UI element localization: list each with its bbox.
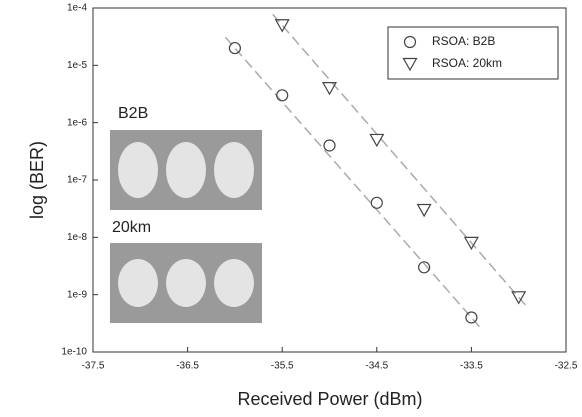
legend-label: RSOA: B2B xyxy=(432,34,495,48)
fit-line xyxy=(225,37,480,328)
x-tick-label: -36.5 xyxy=(176,361,199,372)
x-tick-label: -32.5 xyxy=(555,361,578,372)
y-tick-label: 1e-4 xyxy=(67,3,87,14)
eye-diagram xyxy=(110,243,262,323)
eye-diagram xyxy=(110,130,262,210)
y-tick-label: 1e-7 xyxy=(67,175,87,186)
y-tick-label: 1e-9 xyxy=(67,289,87,300)
chart: B2B 20km Received Power (dBm) log (BER) … xyxy=(0,0,582,417)
x-axis-label: Received Power (dBm) xyxy=(237,389,422,409)
inset-label: 20km xyxy=(112,219,151,236)
x-tick-label: -37.5 xyxy=(82,361,105,372)
marker-circle xyxy=(371,197,382,208)
inset-label: B2B xyxy=(118,105,148,122)
x-tick-label: -34.5 xyxy=(365,361,388,372)
marker-circle xyxy=(277,90,288,101)
y-tick-label: 1e-5 xyxy=(67,60,87,71)
y-tick-label: 1e-6 xyxy=(67,117,87,128)
y-tick-label: 1e-10 xyxy=(61,347,87,358)
y-tick-label: 1e-8 xyxy=(67,232,87,243)
y-axis-label: log (BER) xyxy=(27,141,47,219)
x-tick-label: -35.5 xyxy=(271,361,294,372)
marker-circle xyxy=(324,140,335,151)
legend-label: RSOA: 20km xyxy=(432,56,502,70)
x-tick-label: -33.5 xyxy=(460,361,483,372)
marker-triangle xyxy=(418,204,431,216)
